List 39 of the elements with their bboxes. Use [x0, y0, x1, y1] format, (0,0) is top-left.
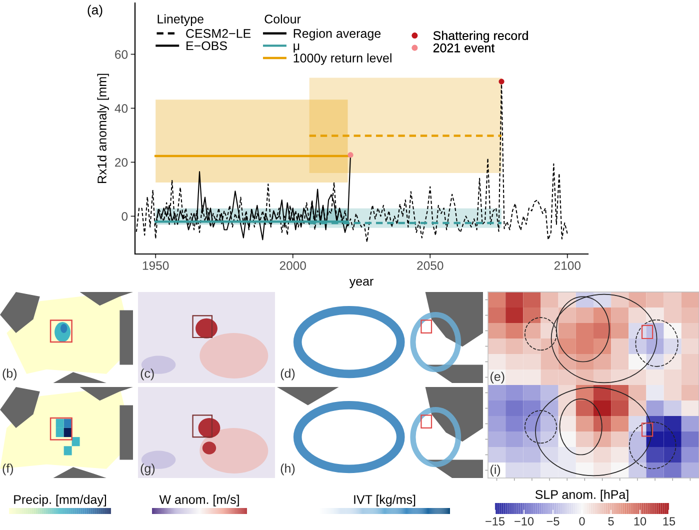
x-axis-title: year	[349, 278, 374, 288]
color-bar-label: −10	[514, 517, 534, 526]
color-bar-label: 10	[634, 517, 646, 526]
x-tick-label: 2050	[417, 261, 444, 270]
text: (h)	[280, 464, 295, 476]
y-tick-label: 40	[114, 104, 128, 113]
legend-label: μ	[294, 43, 300, 52]
y-tick-label: 0	[122, 212, 128, 221]
color-bar-label: −5	[546, 517, 560, 526]
annotation: (i)	[490, 464, 500, 476]
annotation: (e)	[490, 372, 504, 384]
text: (f)	[2, 464, 14, 476]
text: (g)	[140, 464, 155, 476]
x-tick-label: 2100	[554, 261, 581, 270]
color-bar-title: SLP anom. [hPa]	[535, 490, 628, 502]
x-tick-label: 1950	[142, 261, 169, 270]
x-tick-label: 2000	[280, 261, 306, 270]
color-bar-label: −15	[486, 517, 505, 526]
color-bar-label: 0	[579, 517, 585, 526]
color-bar-title: IVT [kg/ms]	[354, 494, 416, 506]
y-axis-title: Rx1d anomaly [mm]	[97, 74, 109, 184]
legend-label: Shattering record	[433, 30, 528, 43]
text: Linetype	[158, 14, 204, 26]
legend-label: E−OBS	[186, 41, 227, 50]
legend-label: 1000y return level	[294, 53, 392, 65]
text: (c)	[140, 368, 154, 380]
legend-label: CESM2−LE	[186, 29, 251, 38]
text: (b)	[2, 368, 16, 380]
text: (d)	[280, 368, 295, 380]
y-tick-label: 60	[115, 50, 128, 59]
y-tick-label: 20	[115, 158, 128, 167]
legend-label: 2021 event	[433, 43, 495, 52]
chart-title: (a)	[88, 4, 102, 18]
color-bar-title: Precip. [mm/day]	[14, 494, 106, 506]
color-bar-label: 15	[663, 517, 676, 526]
text: Colour	[264, 14, 301, 24]
color-bar-title: W anom. [m/s]	[159, 494, 239, 506]
color-bar-label: 5	[608, 517, 614, 526]
annotation: Region average	[294, 28, 381, 40]
